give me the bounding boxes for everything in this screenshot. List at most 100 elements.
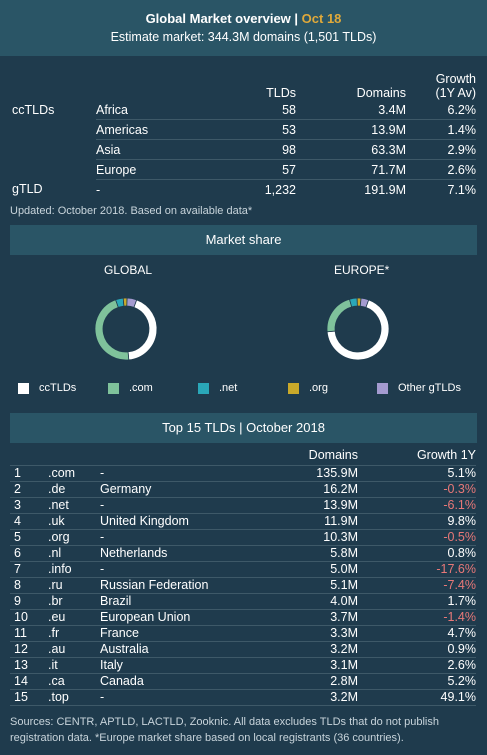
domains-cell: 16.2M: [266, 481, 358, 498]
row-group: ccTLDs: [12, 102, 55, 117]
header-subtitle: Estimate market: 344.3M domains (1,501 T…: [110, 30, 377, 44]
row-growth: 2.9%: [406, 139, 476, 160]
tld-cell: .br: [48, 593, 100, 610]
overview-row: Asia 98 63.3M 2.9%: [10, 139, 476, 160]
country-cell: Italy: [100, 657, 266, 674]
domains-cell: 3.3M: [266, 625, 358, 642]
overview-row: gTLD - 1,232 191.9M 7.1%: [10, 180, 476, 200]
europe-donut-chart: [326, 297, 390, 361]
overview-table: TLDs Domains Growth (1Y Av) ccTLDs Africa 5…: [10, 68, 476, 199]
domains-cell: 5.0M: [266, 561, 358, 578]
row-group: [10, 120, 96, 140]
rank-cell: 6: [10, 545, 48, 562]
table-row: 15 .top -3.2M 49.1%: [10, 689, 476, 706]
domains-cell: 3.2M: [266, 689, 358, 706]
domains-cell: 10.3M: [266, 529, 358, 546]
country-cell: France: [100, 625, 266, 642]
row-tlds: 58: [221, 100, 296, 120]
row-domains: 191.9M: [364, 182, 406, 197]
market-share-legend: ccTLDs .com .net .org Other gTLDs: [18, 382, 478, 400]
rank-cell: 10: [10, 609, 48, 626]
row-domains: 13.9M: [296, 119, 406, 140]
domains-cell: 4.0M: [266, 593, 358, 610]
growth-cell: 2.6%: [358, 657, 476, 674]
table-row: 3 .net -13.9M -6.1%: [10, 497, 476, 514]
rank-cell: 7: [10, 561, 48, 578]
table-row: 1 .com -135.9M 5.1%: [10, 465, 476, 482]
row-growth: 1.4%: [406, 119, 476, 140]
rank-cell: 14: [10, 673, 48, 690]
growth-cell: 0.8%: [358, 545, 476, 562]
tld-cell: .ru: [48, 577, 100, 594]
donut-slice-cctlds: [127, 299, 158, 361]
domains-cell: 5.8M: [266, 545, 358, 562]
col-growth: Growth 1Y: [358, 445, 476, 466]
page-title: Global Market overview: [145, 11, 291, 26]
tld-cell: .org: [48, 529, 100, 546]
row-growth: 7.1%: [447, 182, 477, 197]
header-title-line: Global Market overview | Oct 18: [0, 11, 487, 26]
domains-cell: 3.7M: [266, 609, 358, 626]
table-row: 4 .uk United Kingdom 11.9M 9.8%: [10, 513, 476, 530]
domains-cell: 13.9M: [266, 497, 358, 514]
row-region: Africa: [96, 100, 221, 120]
growth-cell: 5.2%: [358, 673, 476, 690]
rank-cell: 5: [10, 529, 48, 546]
growth-cell: -0.3%: [358, 481, 476, 498]
country-cell: Canada: [100, 673, 266, 690]
market-share-band: Market share: [10, 225, 477, 255]
table-row: 5 .org -10.3M -0.5%: [10, 529, 476, 546]
row-group: [10, 160, 96, 180]
country-cell: -: [100, 689, 266, 706]
legend-swatch: [198, 382, 209, 394]
country-cell: Netherlands: [100, 545, 266, 562]
table-row: 7 .info -5.0M -17.6%: [10, 561, 476, 578]
top15-band: Top 15 TLDs | October 2018: [10, 413, 477, 443]
tld-cell: .fr: [48, 625, 100, 642]
row-group: gTLD: [12, 182, 43, 197]
growth-cell: 0.9%: [358, 641, 476, 658]
top15-table: Domains Growth 1Y 1 .com -135.9M 5.1% 2 .de Ge…: [10, 445, 476, 706]
row-growth: 6.2%: [406, 100, 476, 120]
overview-row: Europe 57 71.7M 2.6%: [10, 159, 476, 180]
donut-slice-other: [359, 297, 370, 308]
growth-cell: 5.1%: [358, 465, 476, 482]
tld-cell: .nl: [48, 545, 100, 562]
growth-cell: -6.1%: [358, 497, 476, 514]
growth-cell: 49.1%: [358, 689, 476, 706]
growth-cell: 9.8%: [358, 513, 476, 530]
country-cell: Australia: [100, 641, 266, 658]
tld-cell: .com: [48, 465, 100, 482]
rank-cell: 4: [10, 513, 48, 530]
row-domains: 71.7M: [296, 159, 406, 180]
row-tlds: 98: [221, 139, 296, 160]
tld-cell: .net: [48, 497, 100, 514]
overview-row: Americas 53 13.9M 1.4%: [10, 119, 476, 140]
header-banner: Global Market overview | Oct 18 Estimate…: [0, 0, 487, 56]
table-row: 2 .de Germany 16.2M -0.3%: [10, 481, 476, 498]
country-cell: -: [100, 561, 266, 578]
title-separator: |: [290, 11, 302, 26]
legend-org: .org: [288, 382, 328, 394]
country-cell: Russian Federation: [100, 577, 266, 594]
overview-row: ccTLDs Africa 58 3.4M 6.2%: [10, 100, 476, 120]
rank-cell: 8: [10, 577, 48, 594]
table-row: 9 .br Brazil 4.0M 1.7%: [10, 593, 476, 610]
country-cell: Germany: [100, 481, 266, 498]
table-row: 14 .ca Canada 2.8M 5.2%: [10, 673, 476, 690]
domains-cell: 135.9M: [266, 465, 358, 482]
rank-cell: 2: [10, 481, 48, 498]
donut-slice-other: [126, 297, 138, 308]
row-group: [10, 140, 96, 160]
rank-cell: 1: [10, 465, 48, 482]
donut-slice-com: [326, 298, 353, 333]
growth-cell: 1.7%: [358, 593, 476, 610]
row-tlds: 53: [221, 119, 296, 140]
rank-cell: 11: [10, 625, 48, 642]
domains-cell: 2.8M: [266, 673, 358, 690]
row-region: -: [96, 182, 101, 197]
legend-swatch: [377, 382, 388, 394]
country-cell: United Kingdom: [100, 513, 266, 530]
col-domains: Domains: [356, 86, 406, 100]
tld-cell: .eu: [48, 609, 100, 626]
